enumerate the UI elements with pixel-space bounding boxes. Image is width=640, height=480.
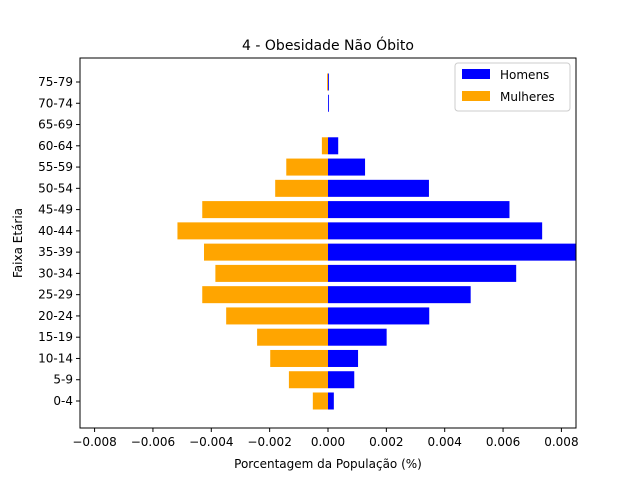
x-tick-label: 0.008 <box>544 435 578 449</box>
bar-mulheres-30-34 <box>215 264 328 282</box>
bar-homens-75-79 <box>328 73 329 91</box>
legend-label-homens: Homens <box>500 68 549 82</box>
bar-homens-70-74 <box>328 94 329 112</box>
x-axis-label: Porcentagem da População (%) <box>234 457 422 471</box>
bar-mulheres-50-54 <box>275 179 328 197</box>
bar-mulheres-75-79 <box>327 73 328 91</box>
bar-homens-40-44 <box>328 222 543 240</box>
bar-mulheres-10-14 <box>270 349 328 367</box>
bar-homens-50-54 <box>328 179 429 197</box>
legend-swatch-homens <box>462 69 490 79</box>
x-tick-label: 0.004 <box>428 435 462 449</box>
y-tick-label: 60-64 <box>38 139 73 153</box>
x-tick-label: −0.006 <box>131 435 175 449</box>
bar-mulheres-40-44 <box>177 222 328 240</box>
bar-mulheres-0-4 <box>312 392 328 410</box>
bar-mulheres-35-39 <box>204 243 328 261</box>
bar-homens-30-34 <box>328 264 517 282</box>
bar-mulheres-25-29 <box>202 286 328 304</box>
x-tick-label: −0.002 <box>247 435 291 449</box>
bar-homens-35-39 <box>328 243 576 261</box>
y-tick-label: 25-29 <box>38 288 73 302</box>
bar-homens-5-9 <box>328 371 355 389</box>
bar-homens-0-4 <box>328 392 334 410</box>
y-tick-label: 65-69 <box>38 118 73 132</box>
bar-homens-10-14 <box>328 349 359 367</box>
x-tick-label: 0.006 <box>486 435 520 449</box>
bar-homens-15-19 <box>328 328 387 346</box>
y-axis-ticks: 0-4 5-9 10-14 15-19 20-24 25-29 30-34 35-39 40-4… <box>38 75 80 408</box>
bar-homens-45-49 <box>328 201 510 219</box>
x-tick-label: −0.008 <box>72 435 116 449</box>
y-tick-label: 35-39 <box>38 245 73 259</box>
x-tick-label: −0.004 <box>189 435 233 449</box>
legend: Homens Mulheres <box>454 62 571 112</box>
y-tick-label: 15-19 <box>38 330 73 344</box>
bars-layer <box>177 73 576 410</box>
bar-mulheres-20-24 <box>226 307 328 325</box>
bar-homens-25-29 <box>328 286 471 304</box>
bar-mulheres-55-59 <box>286 158 328 176</box>
legend-label-mulheres: Mulheres <box>500 90 555 104</box>
y-tick-label: 30-34 <box>38 266 73 280</box>
bar-homens-60-64 <box>328 137 339 155</box>
x-tick-label: 0.002 <box>369 435 403 449</box>
y-tick-label: 20-24 <box>38 309 73 323</box>
y-tick-label: 70-74 <box>38 96 73 110</box>
x-axis-ticks: −0.008 −0.006 −0.004 −0.002 0.000 0.002 0.004 0… <box>72 428 579 449</box>
x-tick-label: 0.000 <box>311 435 345 449</box>
y-tick-label: 5-9 <box>53 373 73 387</box>
bar-homens-20-24 <box>328 307 430 325</box>
chart-title: 4 - Obesidade Não Óbito <box>242 36 414 54</box>
y-tick-label: 75-79 <box>38 75 73 89</box>
bar-mulheres-5-9 <box>288 371 328 389</box>
bar-mulheres-60-64 <box>321 137 328 155</box>
bar-mulheres-45-49 <box>202 201 328 219</box>
y-tick-label: 50-54 <box>38 181 73 195</box>
y-tick-label: 10-14 <box>38 351 73 365</box>
y-tick-label: 40-44 <box>38 224 73 238</box>
y-tick-label: 55-59 <box>38 160 73 174</box>
bar-homens-55-59 <box>328 158 366 176</box>
y-tick-label: 0-4 <box>53 394 73 408</box>
legend-swatch-mulheres <box>462 91 490 101</box>
y-axis-label: Faixa Etária <box>11 208 25 278</box>
bar-mulheres-15-19 <box>257 328 328 346</box>
y-tick-label: 45-49 <box>38 203 73 217</box>
